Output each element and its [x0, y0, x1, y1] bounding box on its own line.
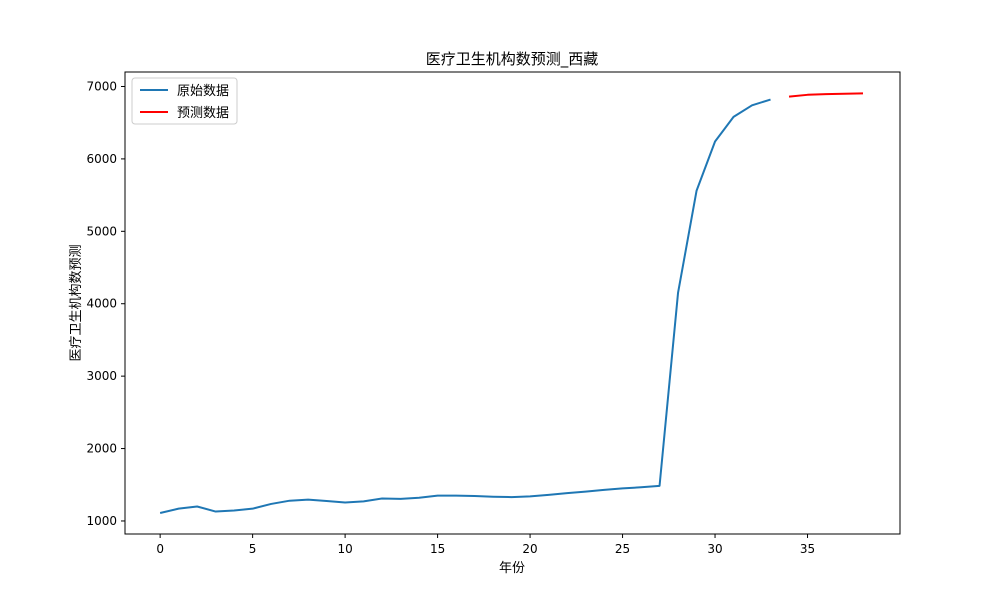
y-tick-label: 6000: [86, 152, 117, 166]
series-line-1: [159, 98, 771, 514]
y-tick-label: 5000: [86, 224, 117, 238]
y-tick-label: 7000: [86, 79, 117, 93]
y-tick-label: 2000: [86, 442, 117, 456]
series-line-2: [788, 92, 864, 98]
legend-label: 原始数据: [177, 84, 229, 99]
x-tick-label: 20: [522, 542, 537, 556]
chart-title: 医疗卫生机构数预测_西藏: [426, 50, 599, 69]
x-tick-label: 30: [707, 542, 722, 556]
x-tick-label: 15: [430, 542, 445, 556]
x-tick-label: 25: [615, 542, 630, 556]
x-tick-label: 10: [337, 542, 352, 556]
x-tick-label: 35: [800, 542, 815, 556]
plot-area: [159, 92, 864, 514]
x-axis: 0 5 10 15 20 25 30 35: [156, 534, 815, 556]
y-axis: 1000 2000 3000 4000 5000 6000 7000: [86, 79, 125, 528]
y-tick-label: 4000: [86, 297, 117, 311]
x-tick-label: 5: [249, 542, 257, 556]
x-tick-label: 0: [156, 542, 164, 556]
y-tick-label: 1000: [86, 514, 117, 528]
y-tick-label: 3000: [86, 369, 117, 383]
y-axis-label: 医疗卫生机构数预测: [69, 244, 84, 361]
x-axis-label: 年份: [499, 561, 525, 576]
legend-label: 预测数据: [177, 106, 229, 121]
axes-frame: [124, 71, 901, 535]
